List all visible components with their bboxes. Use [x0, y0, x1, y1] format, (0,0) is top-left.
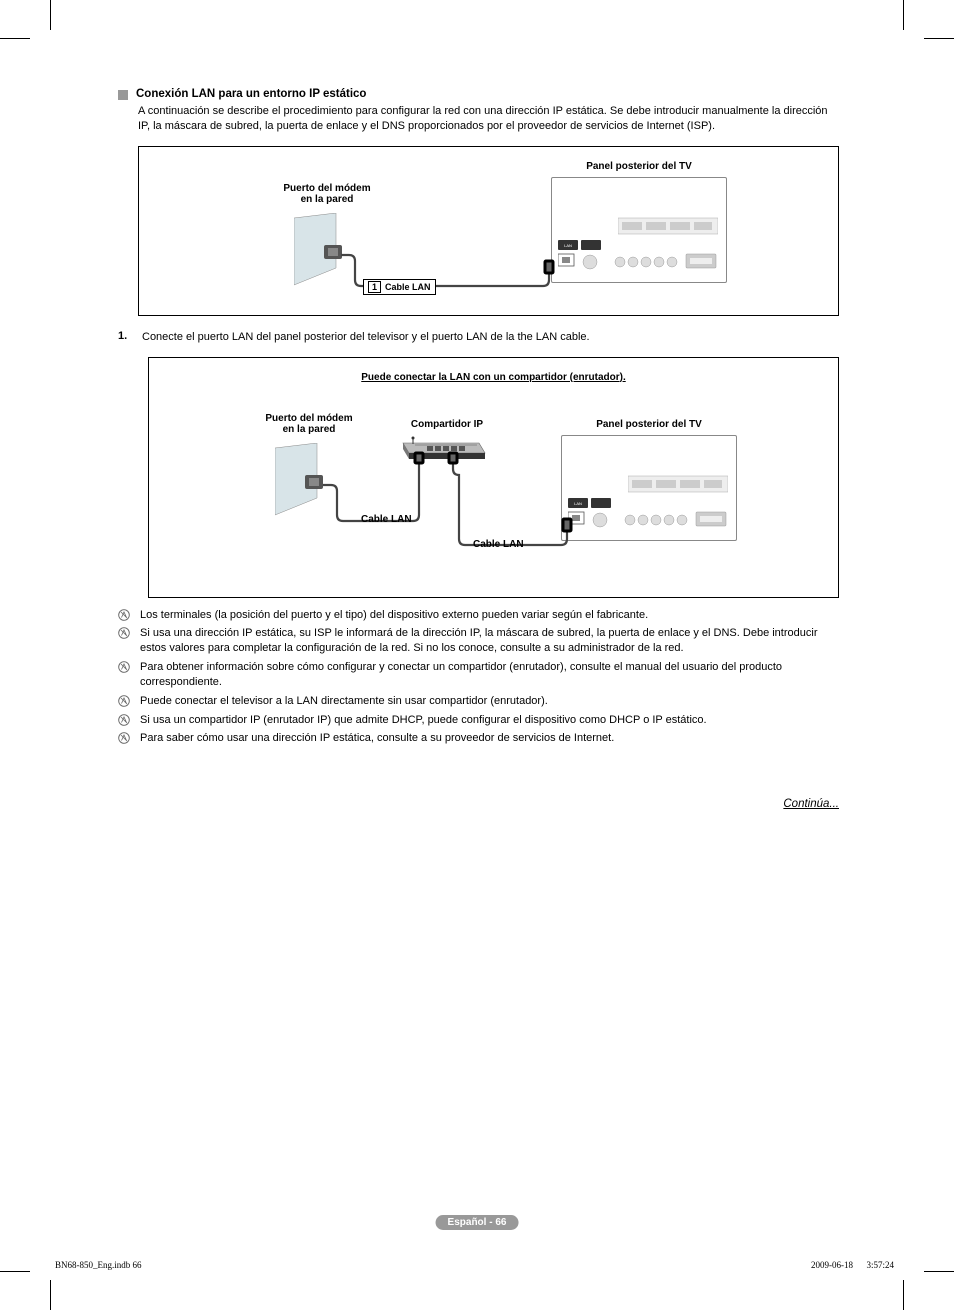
- note-text: Si usa una dirección IP estática, su ISP…: [140, 626, 839, 656]
- note-icon: [118, 609, 130, 621]
- step-1: 1. Conecte el puerto LAN del panel poste…: [118, 330, 839, 345]
- note-item: Si usa una dirección IP estática, su ISP…: [118, 626, 839, 656]
- note-text: Si usa un compartidor IP (enrutador IP) …: [140, 713, 707, 728]
- note-item: Puede conectar el televisor a la LAN dir…: [118, 694, 839, 709]
- cable-label-text: Cable LAN: [385, 282, 431, 292]
- section-title: Conexión LAN para un entorno IP estático: [136, 88, 366, 100]
- cable-label-box: 1 Cable LAN: [363, 279, 436, 295]
- note-icon: [118, 732, 130, 744]
- page-content: Conexión LAN para un entorno IP estático…: [118, 88, 839, 1240]
- note-item: Los terminales (la posición del puerto y…: [118, 608, 839, 623]
- note-item: Si usa un compartidor IP (enrutador IP) …: [118, 713, 839, 728]
- note-text: Para saber cómo usar una dirección IP es…: [140, 731, 614, 746]
- lan-cable-icon: [159, 161, 819, 301]
- cable-num: 1: [368, 281, 381, 293]
- diagram-1: Puerto del módem en la pared Panel poste…: [138, 146, 839, 316]
- section-header: Conexión LAN para un entorno IP estático: [118, 88, 839, 100]
- cable1-label: Cable LAN: [361, 514, 412, 525]
- square-bullet-icon: [118, 90, 128, 100]
- note-icon: [118, 695, 130, 707]
- section-description: A continuación se describe el procedimie…: [138, 104, 839, 134]
- step-text: Conecte el puerto LAN del panel posterio…: [142, 330, 590, 345]
- note-item: Para obtener información sobre cómo conf…: [118, 660, 839, 690]
- continue-text: Continúa...: [118, 798, 839, 810]
- note-icon: [118, 627, 130, 639]
- diagram-2: Puede conectar la LAN con un compartidor…: [148, 357, 839, 598]
- note-icon: [118, 714, 130, 726]
- lan-cables-icon: [169, 399, 829, 599]
- step-number: 1.: [118, 330, 132, 345]
- page-badge: Español - 66: [436, 1215, 519, 1230]
- note-text: Puede conectar el televisor a la LAN dir…: [140, 694, 548, 709]
- note-icon: [118, 661, 130, 673]
- diagram2-heading: Puede conectar la LAN con un compartidor…: [169, 372, 818, 383]
- notes-list: Los terminales (la posición del puerto y…: [118, 608, 839, 747]
- doc-footer-left: BN68-850_Eng.indb 66: [55, 1260, 142, 1270]
- note-text: Los terminales (la posición del puerto y…: [140, 608, 648, 623]
- note-text: Para obtener información sobre cómo conf…: [140, 660, 839, 690]
- cable2-label: Cable LAN: [473, 539, 524, 550]
- doc-footer-right: 2009-06-18 3:57:24: [811, 1260, 894, 1270]
- note-item: Para saber cómo usar una dirección IP es…: [118, 731, 839, 746]
